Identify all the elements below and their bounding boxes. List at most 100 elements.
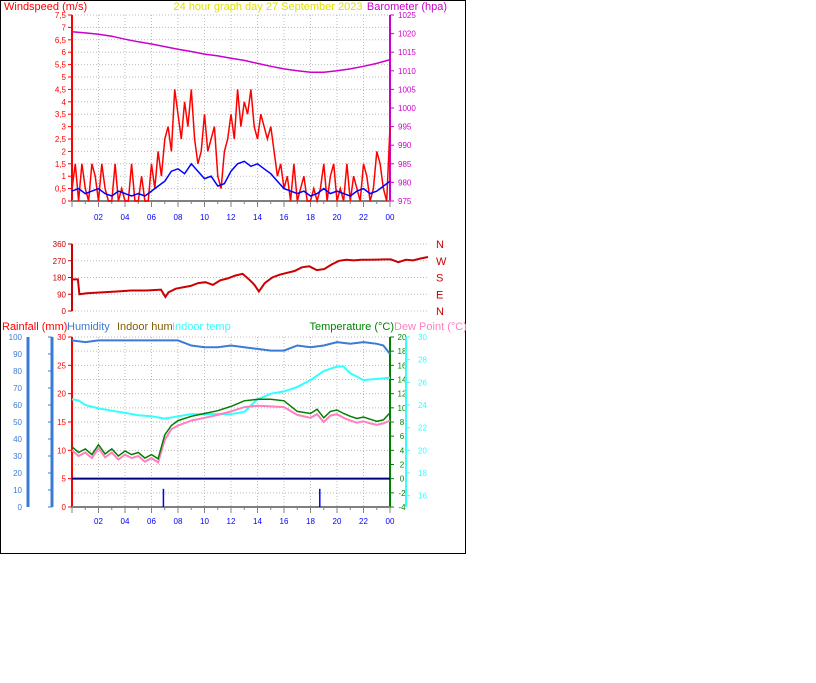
x-tick-label: 04 [121,213,130,222]
temperature-tick-label: 8 [400,418,405,427]
wind-direction-line [72,256,429,299]
temperature-line [71,398,391,460]
temperature-tick-label: 2 [400,461,405,470]
temperature-tick-label: 14 [398,376,407,385]
x-tick-label: 22 [359,213,368,222]
indoor-temp-line [71,365,391,420]
indoor-temp-tick-label: 26 [418,378,427,387]
temperature-tick-label: 16 [398,361,407,370]
x-tick-label: 12 [227,517,236,526]
x-tick-label: 06 [147,213,156,222]
humidity-tick-label: 100 [9,333,23,342]
temperature-tick-label: -2 [398,489,406,498]
x-tick-label: 06 [147,517,156,526]
humidity-tick-label: 20 [13,469,22,478]
barometer-axis-title: Barometer (hpa) [367,1,447,13]
direction-tick-label: 270 [53,257,67,266]
direction-tick-label: 180 [53,274,67,283]
wind-direction-panel: 360 N 270 W 180 S 90 E 0 N [53,239,447,318]
x-tick-label: 20 [333,517,342,526]
x-tick-label: 18 [306,517,315,526]
temperature-legend: Temperature (°C) [310,321,394,333]
windspeed-tick-label: 6 [62,48,67,57]
humidity-tick-label: 60 [13,401,22,410]
indoor-temp-tick-label: 18 [418,469,427,478]
x-tick-label: 00 [386,517,395,526]
temperature-tick-label: 20 [398,333,407,342]
rainfall-tick-label: 15 [57,418,66,427]
barometer-tick-label: 1000 [398,104,416,113]
x-tick-label: 14 [253,213,262,222]
indoor-temp-tick-label: 20 [418,446,427,455]
windspeed-tick-label: 2 [62,147,67,156]
temperature-tick-label: 10 [398,404,407,413]
windspeed-tick-label: 6,5 [55,36,67,45]
indoor-temp-tick-label: 22 [418,424,427,433]
windspeed-tick-label: 7,5 [55,11,67,20]
barometer-tick-label: 980 [398,178,412,187]
humidity-tick-label: 80 [13,367,22,376]
humidity-tick-label: 70 [13,384,22,393]
barometer-tick-label: 1020 [398,30,416,39]
humidity-tick-label: 0 [18,503,23,512]
temperature-humidity-panel: 02 04 06 08 10 12 14 16 18 20 22 002018161412108642… [9,333,428,526]
x-tick-label: 16 [280,213,289,222]
barometer-tick-label: 990 [398,141,412,150]
barometer-tick-label: 1025 [398,11,416,20]
compass-label: W [436,256,447,268]
windspeed-tick-label: 0,5 [55,185,67,194]
indoor-temp-tick-label: 30 [418,333,427,342]
rainfall-tick-label: 25 [57,361,66,370]
compass-label: N [436,239,444,251]
humidity-tick-label: 50 [13,418,22,427]
indoor-temp-tick-label: 16 [418,492,427,501]
windspeed-line [71,89,391,204]
x-tick-label: 02 [94,517,103,526]
windspeed-tick-label: 3,5 [55,110,67,119]
temperature-tick-label: -4 [398,503,406,512]
direction-tick-label: 90 [57,290,66,299]
indoor-temp-legend: Indoor temp [172,321,231,333]
wind-barometer-panel: 02 04 06 08 10 12 14 16 18 20 22 007,576,565,554,54… [55,11,416,222]
windspeed-axis-title: Windspeed (m/s) [4,1,87,13]
x-tick-label: 12 [227,213,236,222]
indoor-temp-tick-label: 28 [418,356,427,365]
windspeed-tick-label: 5,5 [55,61,67,70]
barometer-tick-label: 985 [398,160,412,169]
humidity-line [71,339,391,355]
temperature-tick-label: 0 [400,475,405,484]
x-tick-label: 10 [200,517,209,526]
temperature-tick-label: 4 [400,446,405,455]
barometer-tick-label: 995 [398,123,412,132]
x-tick-label: 00 [386,213,395,222]
barometer-line [71,30,391,74]
rainfall-tick-label: 0 [62,503,67,512]
weather-chart: Windspeed (m/s) 24 hour graph day 27 Sep… [0,0,467,554]
humidity-tick-label: 90 [13,350,22,359]
windspeed-tick-label: 2,5 [55,135,67,144]
barometer-tick-label: 1015 [398,48,416,57]
x-tick-label: 10 [200,213,209,222]
windspeed-tick-label: 3 [62,123,67,132]
compass-label: N [436,306,444,318]
humidity-tick-label: 40 [13,435,22,444]
compass-label: S [436,273,443,285]
temperature-tick-label: 18 [398,347,407,356]
barometer-tick-label: 1010 [398,67,416,76]
windspeed-tick-label: 5 [62,73,67,82]
windspeed-tick-label: 4 [62,98,67,107]
dew-point-line [71,404,391,464]
direction-tick-label: 0 [62,307,67,316]
x-tick-label: 22 [359,517,368,526]
rainfall-legend: Rainfall (mm) [2,321,67,333]
chart-title: 24 hour graph day 27 September 2023 [174,1,363,13]
rainfall-tick-label: 5 [62,475,67,484]
indoor-temp-tick-label: 24 [418,401,427,410]
windspeed-tick-label: 7 [62,23,67,32]
barometer-tick-label: 1005 [398,85,416,94]
humidity-legend: Humidity [67,321,110,333]
x-tick-label: 02 [94,213,103,222]
humidity-tick-label: 10 [13,486,22,495]
x-tick-label: 18 [306,213,315,222]
direction-tick-label: 360 [53,240,67,249]
